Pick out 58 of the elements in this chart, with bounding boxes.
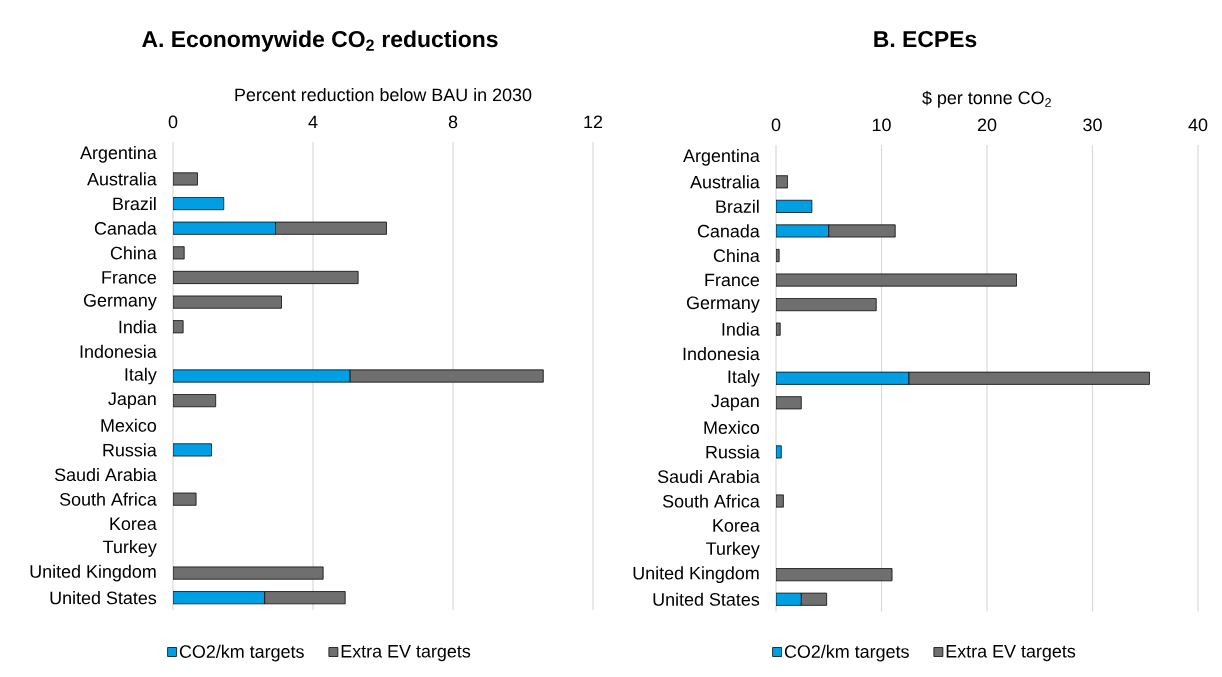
- y-tick-label: Italy: [125, 367, 157, 385]
- x-tick-label: 20: [977, 118, 997, 132]
- y-tick-label: India: [119, 320, 157, 334]
- legend-label: Extra EV targets: [946, 645, 1076, 662]
- y-tick-label: United Kingdom: [633, 566, 759, 584]
- x-tick-label: 4: [308, 115, 318, 128]
- y-tick-label: South Africa: [59, 492, 157, 506]
- y-tick-label: Japan: [711, 394, 759, 411]
- y-tick-label: China: [110, 246, 157, 260]
- y-tick-label: United States: [653, 592, 760, 606]
- x-tick-label: 0: [168, 115, 178, 129]
- y-tick-label: Korea: [713, 519, 760, 532]
- y-tick-label: Canada: [94, 221, 157, 235]
- y-tick-label: Mexico: [704, 420, 760, 434]
- y-tick-label: Turkey: [706, 541, 760, 559]
- y-tick-label: Brazil: [716, 199, 759, 213]
- chart-title: B. ECPEs: [874, 30, 977, 48]
- y-tick-label: Argentina: [80, 145, 157, 163]
- bar: [776, 445, 782, 459]
- x-tick-label: 8: [448, 115, 458, 129]
- y-tick-label: Brazil: [113, 196, 156, 211]
- y-tick-label: Korea: [110, 517, 157, 531]
- y-tick-label: Saudi Arabia: [657, 469, 760, 484]
- y-tick-label: Turkey: [103, 540, 157, 557]
- y-tick-label: China: [713, 248, 760, 263]
- y-tick-label: Japan: [108, 392, 156, 409]
- x-axis-title: $ per tonne CO$_{2}$: [922, 90, 1051, 108]
- y-tick-label: Indonesia: [80, 344, 157, 358]
- y-tick-label: United States: [50, 591, 157, 605]
- y-tick-label: Germany: [83, 293, 157, 311]
- x-tick-label: 0: [771, 118, 781, 132]
- y-tick-label: Australia: [87, 172, 157, 186]
- legend-label: CO2/km targets: [179, 644, 304, 662]
- y-tick-label: India: [722, 322, 760, 336]
- x-axis-title: Percent reduction below BAU in 2030: [235, 88, 532, 102]
- y-tick-label: South Africa: [662, 494, 760, 508]
- y-tick-label: Italy: [728, 369, 760, 387]
- y-tick-label: Australia: [690, 175, 760, 189]
- y-tick-label: Russia: [706, 445, 760, 459]
- x-tick-label: 12: [584, 115, 603, 128]
- x-tick-label: 30: [1083, 118, 1102, 132]
- y-tick-label: Indonesia: [683, 347, 760, 361]
- y-tick-label: Saudi Arabia: [54, 467, 157, 482]
- bar: [776, 494, 784, 508]
- x-tick-label: 40: [1188, 118, 1208, 132]
- bar: [776, 273, 1017, 287]
- y-tick-label: Germany: [686, 296, 760, 313]
- legend-label: Extra EV targets: [341, 645, 471, 662]
- y-tick-label: Russia: [103, 443, 157, 457]
- y-tick-label: Mexico: [101, 418, 157, 432]
- y-tick-label: United Kingdom: [30, 564, 156, 582]
- x-tick-label: 10: [872, 118, 891, 132]
- y-tick-label: France: [705, 273, 759, 287]
- legend-label: CO2/km targets: [784, 644, 909, 662]
- y-tick-label: Canada: [697, 224, 760, 238]
- chart-title: A. Economywide CO$_{2}$ reductions: [142, 30, 498, 52]
- y-tick-label: France: [102, 271, 156, 284]
- y-tick-label: Argentina: [683, 148, 760, 166]
